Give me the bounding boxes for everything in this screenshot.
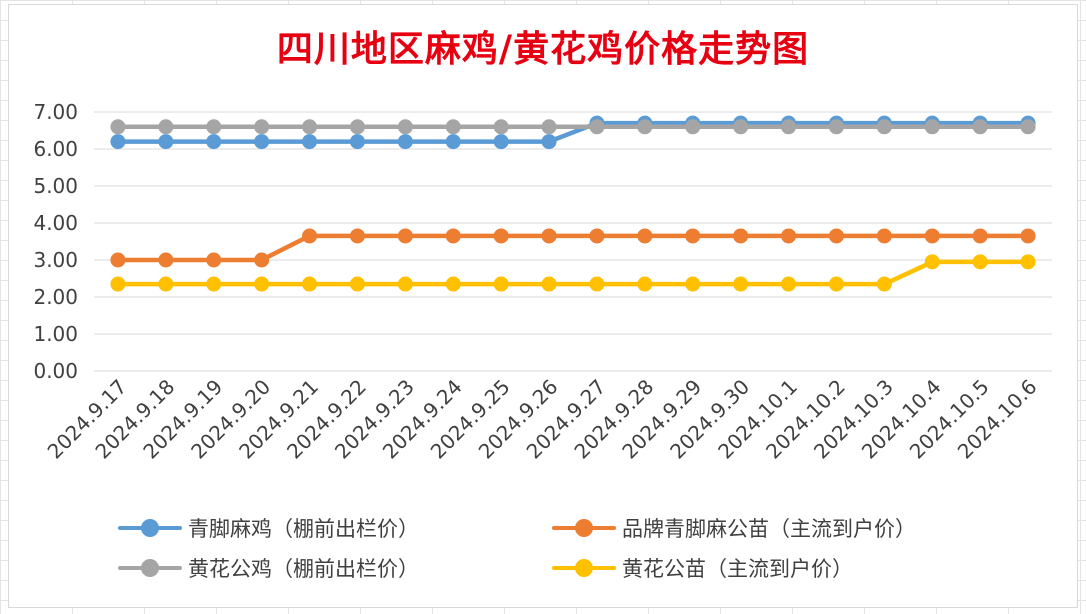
data-point (733, 276, 749, 292)
data-point (1020, 119, 1036, 135)
data-point (302, 228, 318, 244)
data-point (541, 276, 557, 292)
data-point (110, 252, 126, 268)
data-point (445, 119, 461, 135)
data-point (445, 228, 461, 244)
data-point (637, 119, 653, 135)
data-point (541, 119, 557, 135)
data-point (972, 228, 988, 244)
data-point (493, 276, 509, 292)
data-point (972, 254, 988, 270)
data-point (206, 134, 222, 150)
data-point (828, 119, 844, 135)
data-point (397, 119, 413, 135)
chart-area[interactable] (8, 4, 1078, 608)
data-point (541, 228, 557, 244)
data-point (781, 228, 797, 244)
data-point (349, 228, 365, 244)
data-point (254, 252, 270, 268)
data-point (876, 228, 892, 244)
data-point (637, 276, 653, 292)
data-point (685, 276, 701, 292)
data-point (349, 134, 365, 150)
data-point (158, 276, 174, 292)
data-point (876, 276, 892, 292)
series-line-1 (115, 233, 1031, 263)
data-point (781, 119, 797, 135)
data-point (254, 119, 270, 135)
data-point (110, 119, 126, 135)
y-tick-label: 6.00 (33, 137, 78, 161)
data-point (637, 228, 653, 244)
data-point (493, 134, 509, 150)
y-tick-label: 1.00 (33, 322, 78, 346)
data-point (445, 134, 461, 150)
chart-title: 四川地区麻鸡/黄花鸡价格走势图 (276, 28, 810, 70)
y-tick-label: 3.00 (33, 248, 78, 272)
y-tick-label: 5.00 (33, 174, 78, 198)
data-point (254, 134, 270, 150)
data-point (158, 119, 174, 135)
data-point (924, 228, 940, 244)
data-point (1020, 228, 1036, 244)
data-point (589, 119, 605, 135)
data-point (110, 276, 126, 292)
y-tick-label: 7.00 (33, 100, 78, 124)
data-point (397, 134, 413, 150)
data-point (733, 119, 749, 135)
data-point (685, 228, 701, 244)
data-point (924, 119, 940, 135)
data-point (924, 254, 940, 270)
data-point (302, 276, 318, 292)
data-point (349, 119, 365, 135)
data-point (733, 228, 749, 244)
data-point (828, 276, 844, 292)
data-point (493, 119, 509, 135)
data-point (206, 252, 222, 268)
data-point (828, 228, 844, 244)
data-point (589, 276, 605, 292)
data-point (781, 276, 797, 292)
series-line-0 (115, 120, 1031, 144)
data-point (445, 276, 461, 292)
data-point (1020, 254, 1036, 270)
data-point (541, 134, 557, 150)
data-point (206, 119, 222, 135)
data-point (158, 252, 174, 268)
y-tick-label: 0.00 (33, 359, 78, 383)
series-line-3 (115, 259, 1031, 287)
data-point (158, 134, 174, 150)
data-point (302, 134, 318, 150)
data-point (972, 119, 988, 135)
data-point (493, 228, 509, 244)
data-point (110, 134, 126, 150)
data-point (685, 119, 701, 135)
data-point (302, 119, 318, 135)
y-tick-label: 2.00 (33, 285, 78, 309)
data-point (589, 228, 605, 244)
data-point (876, 119, 892, 135)
data-point (397, 228, 413, 244)
y-tick-label: 4.00 (33, 211, 78, 235)
data-point (254, 276, 270, 292)
data-point (397, 276, 413, 292)
data-point (349, 276, 365, 292)
data-point (206, 276, 222, 292)
